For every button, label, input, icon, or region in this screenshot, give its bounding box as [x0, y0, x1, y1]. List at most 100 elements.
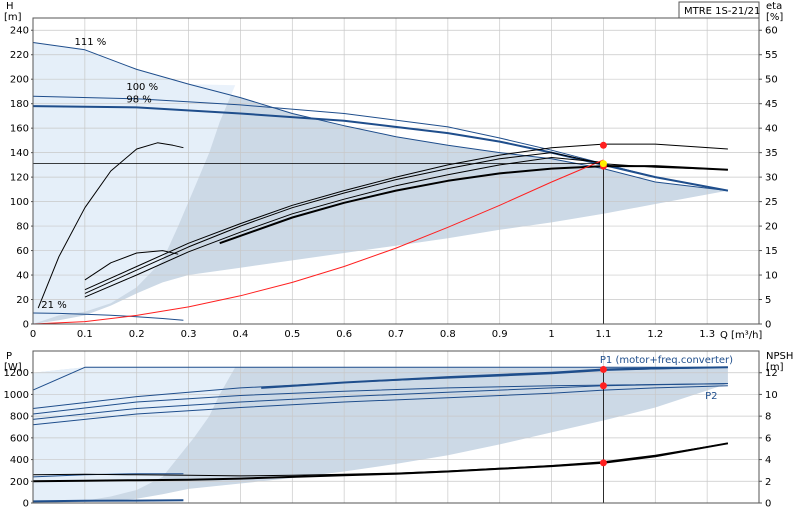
upper-y-tick-label: 140 — [10, 148, 29, 159]
upper-curve-label: 98 % — [126, 94, 151, 105]
upper-y-tick-label: 60 — [16, 246, 29, 257]
lower-curve-labels: P1 (motor+freq.converter) P2 — [600, 355, 733, 402]
upper-y2label-unit: [%] — [766, 12, 783, 23]
upper-x-tick-label: 1.2 — [647, 329, 663, 340]
lower-blue-curve — [32, 385, 728, 426]
lower-ylabel: P — [6, 351, 12, 362]
lower-curves — [32, 366, 729, 503]
upper-x-tick-label: 0.2 — [129, 329, 145, 340]
upper-y-tick-label: 160 — [10, 124, 29, 135]
upper-y2-tick-label: 25 — [765, 197, 778, 208]
power-npsh-plot: 0 200 400 600 800 1000 1200 0 2 4 6 8 10 12 P1 (motor… — [4, 350, 793, 510]
upper-curve-label: 111 % — [74, 37, 106, 48]
chart-title: MTRE 1S-21/21 — [684, 6, 760, 17]
upper-x-tick-label: 0.1 — [77, 329, 93, 340]
lower-blue-curve — [32, 383, 728, 420]
lower-blue-curve — [32, 366, 728, 391]
lower-y2-tick-label: 2 — [765, 477, 771, 488]
upper-black-curve — [84, 250, 179, 281]
lower-red-marker — [599, 459, 607, 467]
upper-y-tick-label: 40 — [16, 271, 29, 282]
lower-markers — [599, 365, 607, 467]
upper-curve-label: 100 % — [126, 82, 158, 93]
lower-blue-curve — [32, 383, 728, 415]
upper-curve-labels: 111 % 100 %98 % 21 % — [41, 37, 158, 311]
upper-y2-tick-label: 10 — [765, 271, 778, 282]
upper-blue-curve — [32, 105, 729, 192]
lower-y-tick-label: 600 — [10, 433, 29, 444]
upper-x-tick-label: 0.4 — [232, 329, 248, 340]
upper-y-tick-label: 0 — [23, 320, 29, 331]
lower-y-tick-label: 400 — [10, 455, 29, 466]
upper-y2label: eta — [766, 1, 782, 12]
upper-y-tick-label: 100 — [10, 197, 29, 208]
lower-y2label-unit: [m] — [766, 362, 784, 373]
upper-y2-tick-label: 30 — [765, 173, 778, 184]
upper-x-tick-label: 1 — [548, 329, 554, 340]
upper-yellow-marker — [599, 160, 607, 168]
lower-black-curve — [32, 442, 729, 483]
upper-ylabel-unit: [m] — [4, 12, 22, 23]
upper-y2-tick-label: 20 — [765, 222, 778, 233]
lower-blue-curve — [32, 499, 184, 503]
upper-y-tick-label: 220 — [10, 50, 29, 61]
lower-series-label: P2 — [705, 391, 717, 402]
lower-y-tick-label: 1000 — [4, 390, 29, 401]
lower-red-marker — [599, 382, 607, 390]
title-box — [678, 1, 760, 19]
lower-red-marker — [599, 365, 607, 373]
lower-y2-tick-label: 8 — [765, 412, 771, 423]
lower-series-label: P1 (motor+freq.converter) — [600, 355, 733, 366]
upper-x-tick-label: 0.9 — [492, 329, 508, 340]
upper-blue-curve — [32, 312, 184, 321]
lower-y2-tick-label: 10 — [765, 390, 778, 401]
lower-inner-region — [33, 367, 236, 503]
upper-markers — [599, 141, 607, 170]
upper-curve-label: 21 % — [41, 300, 66, 311]
upper-red-marker — [599, 141, 607, 149]
upper-inner-region — [33, 42, 236, 324]
upper-y2-tick-label: 45 — [765, 99, 778, 110]
lower-y2label: NPSH — [766, 351, 793, 362]
upper-x-tick-label: 1.1 — [595, 329, 611, 340]
upper-x-tick-label: 0.5 — [284, 329, 300, 340]
upper-y2-tick-label: 60 — [765, 26, 778, 37]
upper-black-curve — [219, 165, 728, 245]
upper-x-tick-label: 0.3 — [181, 329, 197, 340]
upper-y-tick-label: 240 — [10, 26, 29, 37]
upper-x-tick-label: 0.8 — [440, 329, 456, 340]
upper-y2-tick-label: 35 — [765, 148, 778, 159]
upper-curves — [32, 42, 729, 325]
upper-y-tick-label: 200 — [10, 75, 29, 86]
lower-blue-curve — [32, 366, 728, 409]
lower-plot-frame — [32, 350, 760, 504]
upper-xlabel: Q [m³/h] — [720, 330, 762, 341]
upper-ylabel: H — [6, 1, 14, 12]
upper-x-tick-label: 0.6 — [336, 329, 352, 340]
upper-y2-tick-label: 15 — [765, 246, 778, 257]
upper-y2-tick-label: 0 — [765, 320, 771, 331]
upper-red-curve — [32, 159, 604, 325]
upper-black-curve — [84, 157, 604, 298]
upper-tick-labels: 0204060801001201401601802002202400510152… — [10, 26, 778, 340]
lower-y-tick-label: 200 — [10, 477, 29, 488]
lower-y2-tick-label: 12 — [765, 368, 778, 379]
upper-y2-tick-label: 40 — [765, 124, 778, 135]
lower-y2-tick-label: 6 — [765, 433, 771, 444]
lower-ylabel-unit: [W] — [4, 362, 22, 373]
upper-y2-tick-label: 50 — [765, 75, 778, 86]
upper-y-tick-label: 80 — [16, 222, 29, 233]
lower-operating-regions — [33, 367, 728, 503]
lower-y-tick-label: 0 — [23, 499, 29, 510]
lower-y2-tick-label: 4 — [765, 455, 771, 466]
lower-y-tick-label: 1200 — [4, 368, 29, 379]
lower-tick-labels: 0 200 400 600 800 1000 1200 0 2 4 6 8 10 12 — [4, 368, 778, 509]
upper-y-tick-label: 20 — [16, 295, 29, 306]
upper-x-tick-label: 0 — [30, 329, 36, 340]
head-efficiency-plot: 0204060801001201401601802002202400510152… — [4, 1, 783, 341]
upper-plot-frame — [32, 17, 760, 325]
upper-y2-tick-label: 5 — [765, 295, 771, 306]
lower-y-tick-label: 800 — [10, 412, 29, 423]
lower-y2-tick-label: 0 — [765, 499, 771, 510]
